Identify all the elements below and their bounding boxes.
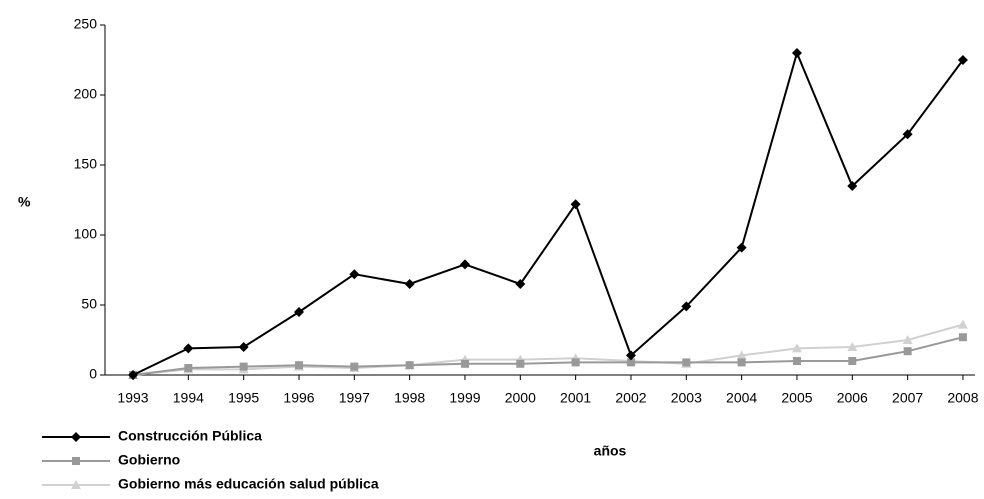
marker [958, 333, 967, 342]
legend-marker [71, 480, 81, 489]
marker [902, 129, 913, 140]
marker [294, 361, 303, 370]
x-tick-label: 1996 [283, 390, 314, 406]
x-tick-label: 1994 [173, 390, 204, 406]
marker [625, 350, 636, 361]
legend-marker [71, 432, 81, 442]
marker [957, 55, 968, 65]
marker [847, 342, 858, 351]
x-tick-label: 2003 [671, 390, 702, 406]
x-tick-label: 2007 [892, 390, 923, 406]
legend-label: Gobierno más educación salud pública [118, 476, 379, 492]
series-line [132, 336, 964, 376]
marker [736, 242, 747, 253]
x-tick-label: 1997 [339, 390, 370, 406]
y-tick-label: 50 [81, 296, 97, 312]
marker [737, 358, 746, 367]
marker [239, 362, 248, 371]
marker [903, 347, 912, 356]
marker [238, 342, 249, 352]
x-tick-label: 1999 [449, 390, 480, 406]
marker [571, 358, 580, 367]
x-tick-label: 2008 [947, 390, 978, 406]
marker [515, 279, 526, 289]
legend-marker [72, 457, 80, 465]
series-line [132, 49, 964, 376]
x-tick-label: 2004 [726, 390, 757, 406]
marker [350, 362, 359, 371]
marker [848, 357, 857, 365]
marker [349, 269, 360, 280]
series-line [132, 323, 964, 376]
y-tick-label: 150 [74, 156, 98, 172]
marker [681, 301, 692, 312]
marker [183, 343, 194, 354]
marker [459, 259, 470, 270]
marker [791, 343, 802, 353]
x-axis-label: años [594, 443, 627, 459]
x-tick-label: 2001 [560, 390, 591, 406]
marker [128, 370, 138, 380]
legend-label: Gobierno [118, 452, 180, 468]
x-tick-label: 2000 [505, 390, 536, 406]
legend-label: Construcción Pública [118, 428, 262, 444]
marker [516, 359, 525, 368]
marker [184, 364, 193, 372]
y-tick-label: 200 [74, 86, 98, 102]
marker [460, 359, 469, 368]
marker [847, 181, 858, 191]
y-axis-label: % [18, 194, 31, 210]
x-tick-label: 1998 [394, 390, 425, 406]
marker [902, 335, 913, 344]
x-tick-label: 2002 [615, 390, 646, 406]
x-tick-label: 1995 [228, 390, 259, 406]
marker [792, 357, 801, 365]
marker [736, 350, 747, 360]
marker [791, 48, 802, 58]
y-tick-label: 250 [74, 16, 98, 32]
marker [682, 358, 691, 367]
x-tick-label: 2005 [781, 390, 812, 406]
y-tick-label: 100 [74, 226, 98, 242]
x-tick-label: 2006 [837, 390, 868, 406]
marker [405, 361, 414, 370]
y-tick-label: 0 [89, 366, 97, 382]
x-tick-label: 1993 [117, 390, 148, 406]
marker [626, 358, 635, 367]
marker [957, 319, 968, 329]
marker [293, 307, 304, 317]
marker [570, 199, 581, 210]
marker [404, 279, 415, 289]
